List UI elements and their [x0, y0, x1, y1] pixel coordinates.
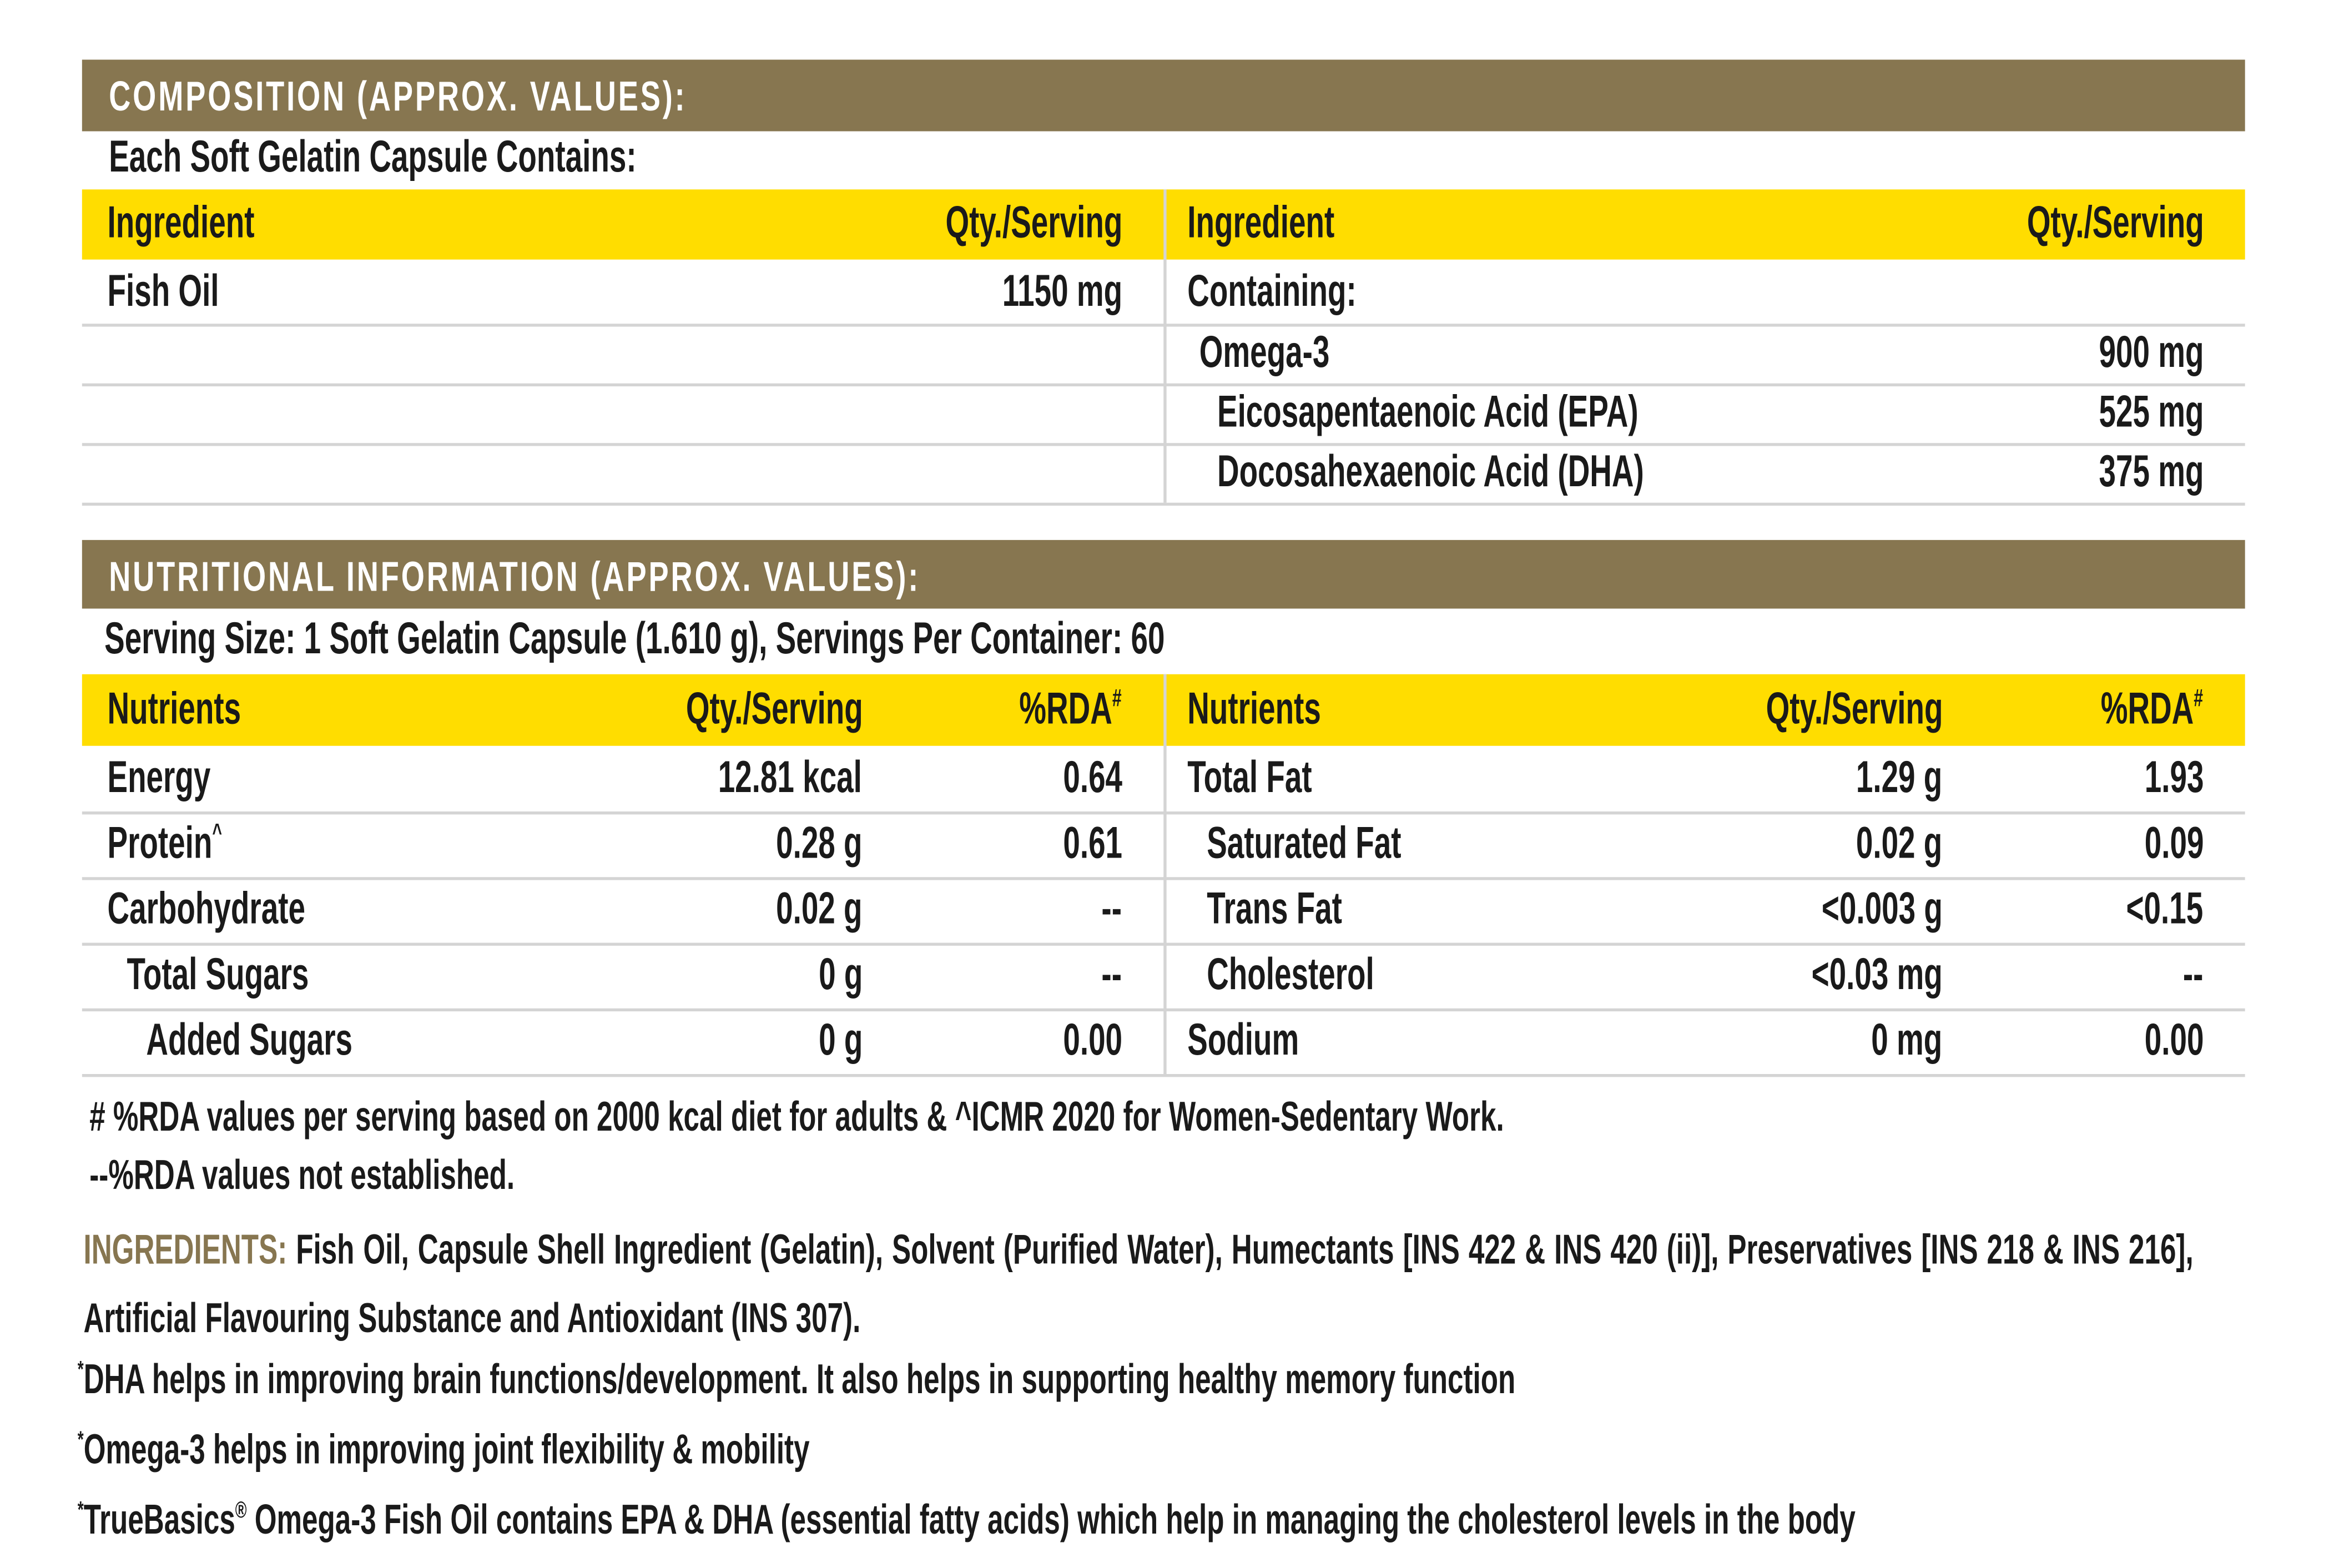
qty: 375 mg	[2098, 447, 2204, 497]
col-header: Ingredient	[107, 198, 255, 248]
nutrient: Protein^	[107, 819, 223, 869]
row-rule	[82, 811, 2245, 815]
claim-mark: *	[77, 1358, 84, 1383]
section-bar	[82, 59, 2245, 132]
claim: *Omega-3 helps in improving joint flexib…	[77, 1426, 810, 1473]
row-rule	[82, 443, 2245, 446]
claim-text: ®	[235, 1498, 247, 1524]
ingredient: Omega-3	[1199, 328, 1330, 377]
nutrient: Energy	[107, 753, 211, 803]
qty: 525 mg	[2098, 387, 2204, 437]
footnote: --%RDA values not established.	[89, 1151, 515, 1198]
ingredients: INGREDIENTS: Fish Oil, Capsule Shell Ing…	[84, 1216, 2194, 1353]
row-rule	[82, 942, 2245, 946]
rda: --	[2182, 950, 2204, 1000]
qty: 1.29 g	[1856, 753, 1943, 803]
col-header: Qty./Serving	[685, 684, 863, 734]
nutrient: Sodium	[1187, 1016, 1299, 1065]
rda: 0.64	[1062, 753, 1122, 803]
section-bar	[82, 540, 2245, 609]
rda: 0.00	[2144, 1016, 2204, 1065]
subtitle: Each Soft Gelatin Capsule Contains:	[109, 133, 637, 182]
qty: 1150 mg	[1001, 266, 1122, 316]
qty: 0.02 g	[775, 884, 863, 934]
row-rule	[82, 383, 2245, 387]
ingredient: Fish Oil	[107, 266, 219, 316]
claim-text: DHA helps in improving brain functions/d…	[83, 1355, 1516, 1403]
nutrient: Saturated Fat	[1207, 819, 1402, 869]
nutrient: Carbohydrate	[107, 884, 305, 934]
claim-mark: *	[77, 1498, 84, 1524]
ingredient: Eicosapentaenoic Acid (EPA)	[1217, 387, 1639, 437]
serving-info: Serving Size: 1 Soft Gelatin Capsule (1.…	[104, 614, 1165, 664]
qty: <0.003 g	[1821, 884, 1943, 934]
divider	[1163, 674, 1167, 1074]
row-rule	[82, 1074, 2245, 1077]
qty: 0.28 g	[775, 819, 863, 869]
qty: 900 mg	[2098, 328, 2204, 377]
col-header: %RDA#	[1019, 684, 1122, 734]
row-rule	[82, 324, 2245, 327]
claim-mark: *	[77, 1428, 84, 1454]
rda: 0.00	[1062, 1016, 1122, 1065]
qty: 12.81 kcal	[718, 753, 863, 803]
ingredient: Containing:	[1187, 266, 1357, 316]
col-header: Qty./Serving	[2026, 198, 2204, 248]
nutrient: Total Sugars	[127, 950, 309, 1000]
qty: 0 g	[818, 1016, 863, 1065]
claim: *DHA helps in improving brain functions/…	[77, 1355, 1516, 1403]
rda: 0.09	[2144, 819, 2204, 869]
row-rule	[82, 1008, 2245, 1012]
col-header: %RDA#	[2101, 684, 2204, 734]
divider	[1163, 189, 1167, 503]
col-header: Ingredient	[1187, 198, 1335, 248]
ingredients-text: Fish Oil, Capsule Shell Ingredient (Gela…	[83, 1226, 2194, 1342]
rda: --	[1101, 950, 1122, 1000]
claim-text: Omega-3 helps in improving joint flexibi…	[83, 1426, 810, 1473]
footnote: # %RDA values per serving based on 2000 …	[89, 1093, 1504, 1140]
qty: 0.02 g	[1856, 819, 1943, 869]
rda-mark: #	[2194, 685, 2204, 713]
row-rule	[82, 502, 2245, 506]
claim: *TrueBasics® Omega-3 Fish Oil contains E…	[78, 1499, 1856, 1541]
claim-text: Omega-3 Fish Oil contains EPA & DHA (ess…	[246, 1496, 1856, 1542]
qty: <0.03 mg	[1811, 950, 1943, 1000]
qty: 0 g	[818, 950, 863, 1000]
nutrient: Total Fat	[1187, 753, 1312, 803]
col-header: Nutrients	[1187, 684, 1321, 734]
section-title: COMPOSITION (APPROX. VALUES):	[109, 73, 687, 119]
section-title: NUTRITIONAL INFORMATION (APPROX. VALUES)…	[109, 553, 921, 600]
nutrient: Added Sugars	[146, 1016, 353, 1065]
rda-mark: #	[1112, 685, 1122, 713]
nutrient: Cholesterol	[1207, 950, 1374, 1000]
row-rule	[82, 877, 2245, 880]
nutrient: Trans Fat	[1207, 884, 1342, 934]
col-header: Qty./Serving	[945, 198, 1122, 248]
claim-text: TrueBasics	[83, 1496, 235, 1542]
qty: 0 mg	[1871, 1016, 1943, 1065]
col-header: Nutrients	[107, 684, 241, 734]
rda: <0.15	[2126, 884, 2204, 934]
col-header: Qty./Serving	[1765, 684, 1943, 734]
rda: --	[1101, 884, 1122, 934]
nutrient-mark: ^	[212, 819, 223, 847]
rda: 0.61	[1062, 819, 1122, 869]
ingredient: Docosahexaenoic Acid (DHA)	[1217, 447, 1644, 497]
rda: 1.93	[2144, 753, 2204, 803]
ingredients-label: INGREDIENTS:	[83, 1226, 288, 1273]
